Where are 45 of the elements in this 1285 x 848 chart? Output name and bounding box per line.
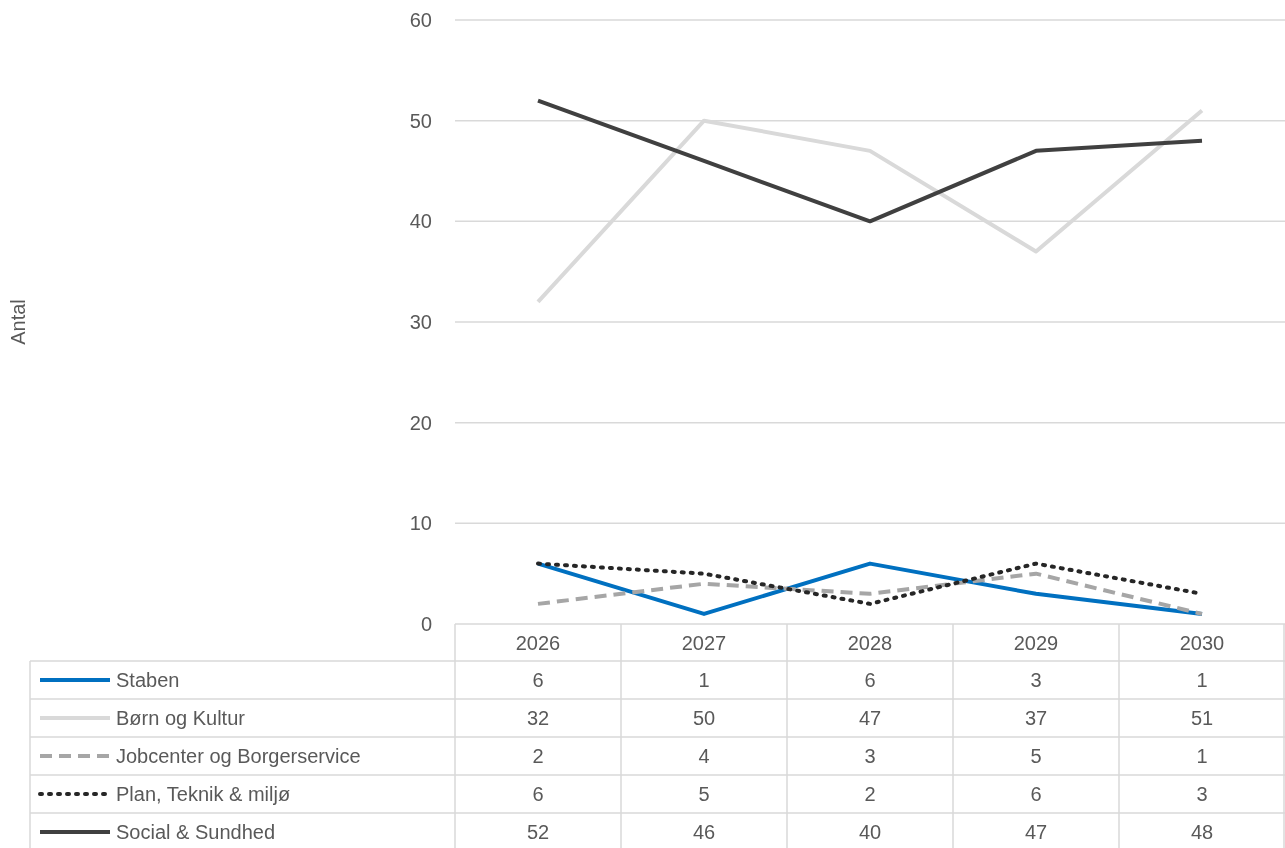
legend-label: Plan, Teknik & miljø	[116, 783, 291, 805]
x-tick-label: 2028	[847, 631, 893, 654]
data-label: 2	[532, 745, 544, 767]
y-tick-label: 50	[409, 109, 432, 132]
legend-label: Staben	[116, 669, 180, 691]
legend-label: Jobcenter og Borgerservice	[116, 745, 361, 767]
data-label: 2	[864, 783, 876, 805]
data-label: 4	[698, 745, 710, 767]
data-label: 5	[1030, 745, 1042, 767]
x-tick-label: 2027	[681, 631, 727, 654]
data-label: 47	[858, 707, 882, 729]
y-tick-label: 10	[409, 512, 432, 535]
data-label: 47	[1024, 821, 1048, 843]
y-tick-label: 20	[409, 411, 432, 434]
data-label: 37	[1024, 707, 1048, 729]
data-label: 32	[526, 707, 550, 729]
data-label: 6	[864, 669, 876, 691]
y-tick-label: 30	[409, 311, 432, 333]
y-tick-label: 60	[409, 9, 432, 31]
x-tick-label: 2026	[515, 631, 561, 654]
y-tick-label: 0	[420, 613, 432, 635]
data-label: 5	[698, 783, 710, 805]
data-label: 1	[698, 669, 710, 691]
data-label: 46	[692, 821, 716, 843]
data-label: 3	[1196, 783, 1208, 805]
line-series	[536, 98, 1204, 224]
data-label: 6	[532, 783, 544, 805]
data-label: 1	[1196, 669, 1208, 691]
text: Antal	[7, 299, 29, 345]
x-tick-label: 2030	[1179, 631, 1225, 654]
data-label: 6	[1030, 783, 1042, 805]
data-label: 51	[1190, 707, 1214, 729]
data-label: 50	[692, 707, 716, 729]
data-label: 1	[1196, 745, 1208, 767]
data-label: 40	[858, 821, 882, 843]
data-label: 52	[526, 821, 550, 843]
x-tick-label: 2029	[1013, 631, 1059, 654]
legend-label: Børn og Kultur	[116, 707, 246, 729]
data-label: 3	[864, 745, 876, 767]
data-label: 3	[1030, 669, 1042, 691]
y-tick-label: 40	[409, 210, 432, 233]
data-label: 48	[1190, 821, 1214, 843]
line-series	[536, 571, 1204, 616]
data-label: 6	[532, 669, 544, 691]
legend-label: Social & Sundhed	[116, 821, 276, 843]
